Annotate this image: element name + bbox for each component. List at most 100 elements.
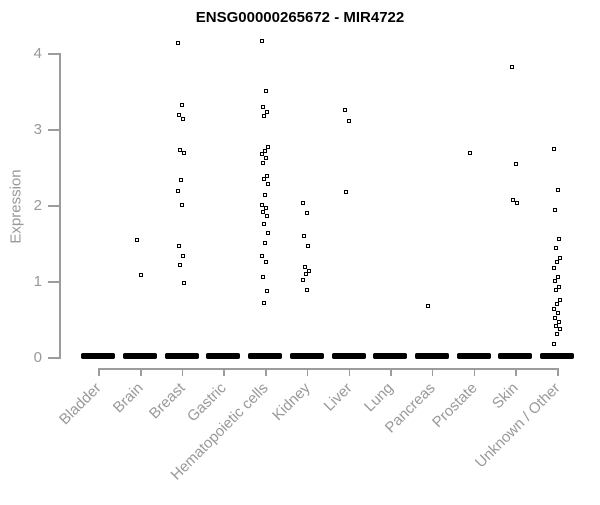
data-point: [265, 230, 270, 235]
data-point: [264, 109, 269, 114]
data-point: [555, 311, 560, 316]
data-point: [306, 244, 311, 249]
y-tick-label: 4: [33, 45, 42, 62]
data-point: [468, 150, 473, 155]
data-point: [262, 148, 267, 153]
x-tick: [265, 368, 267, 377]
data-point: [260, 160, 265, 165]
x-tick: [557, 368, 559, 377]
zero-cluster-bar: [206, 352, 241, 359]
data-point: [514, 200, 519, 205]
data-point: [181, 117, 186, 122]
data-point: [305, 287, 310, 292]
data-point: [260, 210, 265, 215]
data-point: [261, 177, 266, 182]
data-point: [553, 324, 558, 329]
data-point: [259, 202, 264, 207]
data-point: [181, 254, 186, 259]
data-point: [260, 275, 265, 280]
data-point: [263, 206, 268, 211]
data-point: [263, 89, 268, 94]
data-point: [551, 147, 556, 152]
data-point: [262, 240, 267, 245]
data-point: [555, 188, 560, 193]
x-tick: [390, 368, 392, 377]
data-point: [426, 304, 431, 309]
y-tick: [48, 205, 59, 207]
zero-cluster-bar: [81, 352, 116, 359]
x-tick: [473, 368, 476, 377]
data-point: [264, 173, 269, 178]
data-point: [263, 259, 268, 264]
zero-cluster-bar: [164, 352, 199, 359]
data-point: [177, 244, 182, 249]
data-point: [265, 181, 270, 186]
data-point: [180, 102, 185, 107]
data-point: [264, 213, 269, 218]
data-point: [557, 255, 562, 260]
data-point: [552, 279, 557, 284]
data-point: [264, 289, 269, 294]
data-point: [303, 264, 308, 269]
zero-cluster-bar: [373, 352, 408, 359]
zero-cluster-bar: [248, 352, 283, 359]
data-point: [552, 207, 557, 212]
data-point: [302, 234, 307, 239]
data-point: [513, 162, 518, 167]
data-point: [556, 320, 561, 325]
y-tick-label: 1: [33, 273, 42, 290]
data-point: [178, 262, 183, 267]
zero-cluster-bar: [414, 352, 449, 359]
data-point: [265, 144, 270, 149]
data-point: [307, 268, 312, 273]
data-point: [259, 254, 264, 259]
data-point: [177, 112, 182, 117]
x-tick: [306, 368, 309, 377]
y-tick: [48, 53, 59, 55]
x-tick: [98, 368, 100, 377]
data-point: [343, 107, 347, 112]
data-point: [557, 297, 562, 302]
data-point: [554, 332, 559, 337]
zero-cluster-bar: [540, 352, 574, 359]
data-point: [179, 178, 184, 183]
data-point: [554, 259, 559, 264]
y-axis-line: [59, 53, 61, 359]
y-tick: [48, 129, 59, 131]
data-point: [182, 150, 187, 155]
data-point: [178, 147, 183, 152]
zero-cluster-bar: [498, 352, 533, 359]
data-point: [259, 39, 264, 44]
data-point: [551, 306, 556, 311]
data-point: [509, 64, 514, 69]
data-point: [554, 302, 559, 307]
data-point: [138, 273, 143, 278]
data-point: [261, 222, 266, 227]
x-tick: [140, 368, 142, 377]
x-axis-line: [98, 368, 559, 370]
data-point: [260, 105, 265, 110]
x-tick: [181, 368, 184, 377]
data-point: [553, 287, 558, 292]
data-point: [301, 277, 306, 282]
data-point: [134, 238, 139, 243]
y-tick: [48, 357, 59, 359]
zero-cluster-bar: [456, 352, 491, 359]
x-tick: [223, 368, 225, 377]
zero-cluster-bar: [331, 352, 366, 359]
y-tick-label: 3: [33, 121, 42, 138]
data-point: [555, 275, 560, 280]
data-point: [510, 197, 515, 202]
data-point: [553, 245, 558, 250]
chart-title: ENSG00000265672 - MIR4722: [195, 9, 405, 26]
y-tick: [48, 281, 59, 283]
zero-cluster-bar: [123, 352, 157, 359]
data-point: [551, 266, 556, 271]
data-point: [344, 189, 348, 194]
data-point: [263, 156, 268, 161]
x-tick: [348, 368, 350, 377]
data-point: [259, 152, 264, 157]
data-point: [347, 118, 351, 123]
